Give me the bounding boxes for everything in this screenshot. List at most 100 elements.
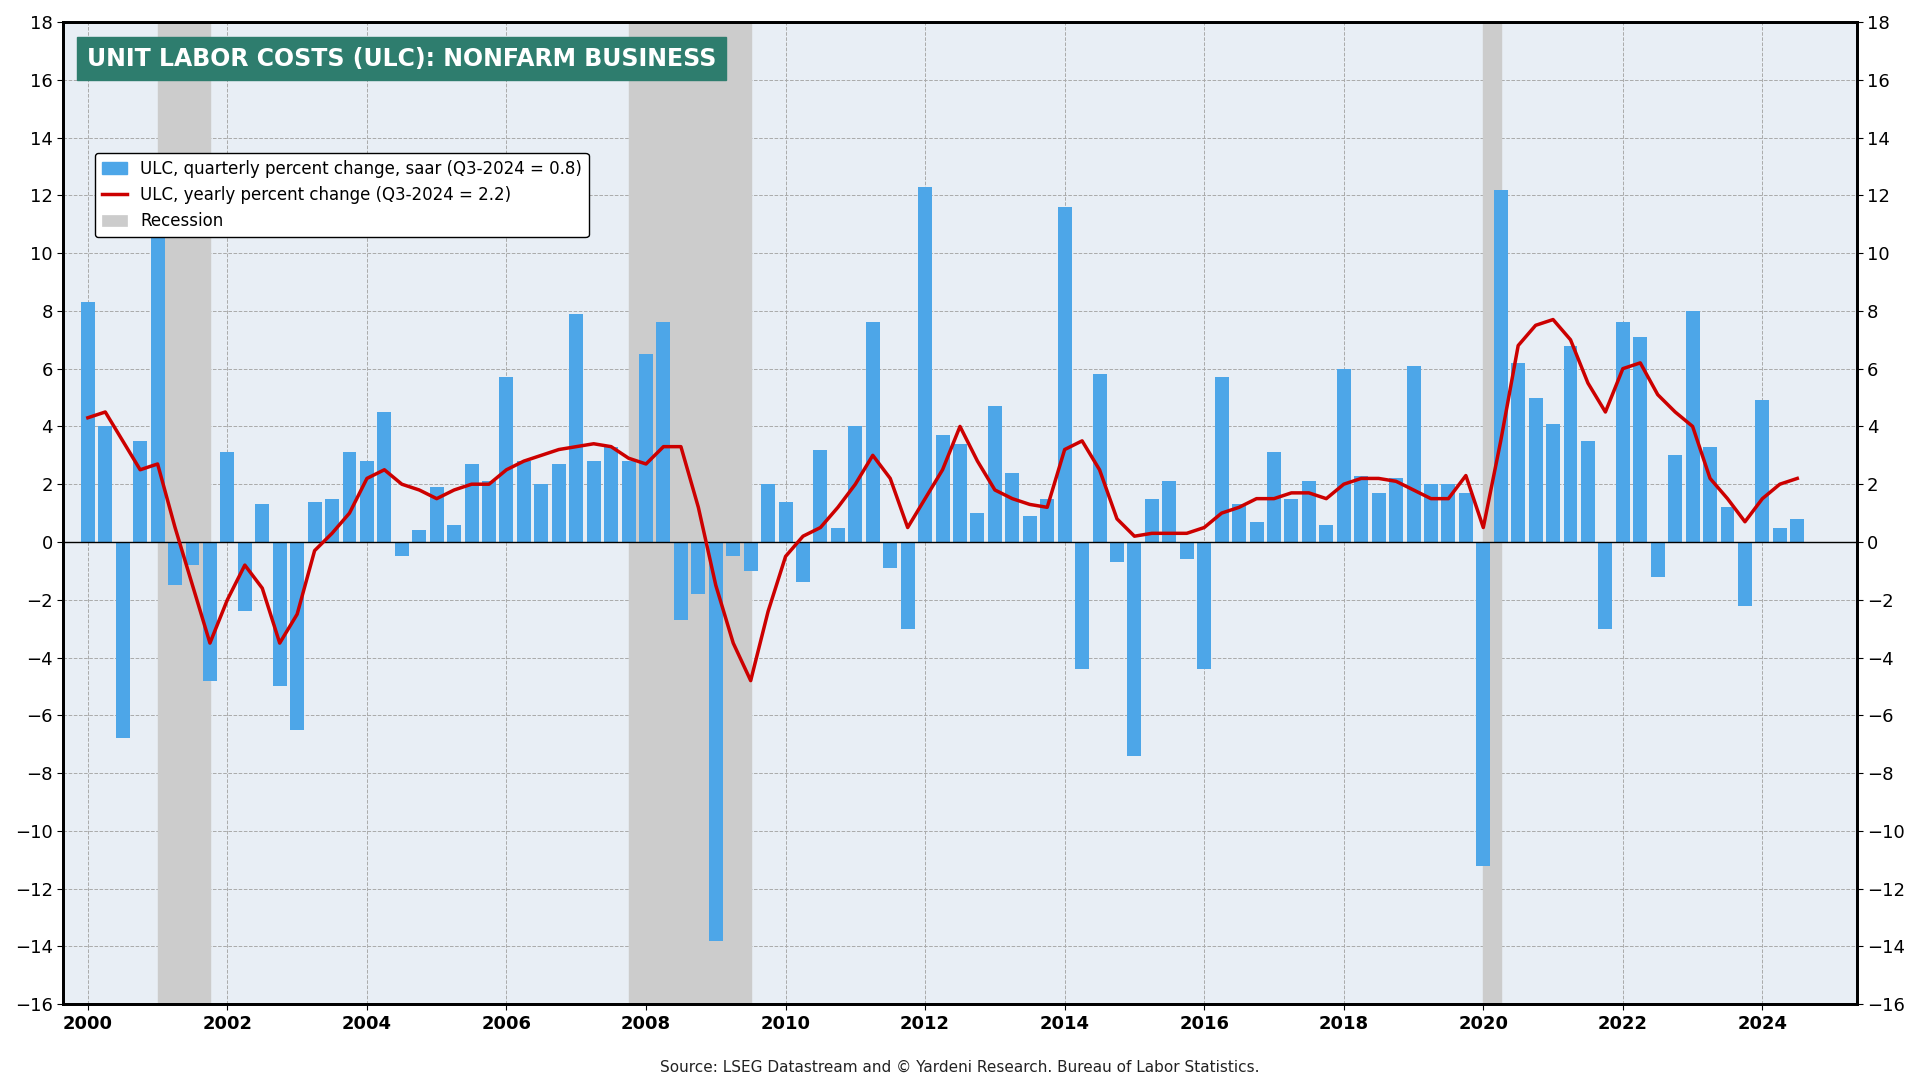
Bar (150, 207, 165, 542)
Bar (1546, 423, 1561, 542)
Bar (952, 444, 968, 542)
Bar (970, 513, 985, 542)
ULC, yearly percent change (Q3-2024 = 2.2) (1786, 472, 1809, 485)
Bar (1198, 542, 1212, 670)
Bar (1528, 397, 1542, 542)
Bar (814, 449, 828, 542)
Bar (221, 453, 234, 542)
Bar (1668, 456, 1682, 542)
Bar (1302, 482, 1315, 542)
Bar (81, 302, 94, 542)
Bar (273, 542, 286, 687)
Bar (98, 427, 111, 542)
Bar (396, 542, 409, 556)
Bar (1284, 499, 1298, 542)
Bar (1179, 542, 1194, 559)
Bar (1233, 504, 1246, 542)
Bar (849, 427, 862, 542)
Bar (935, 435, 950, 542)
Bar (1144, 499, 1160, 542)
Bar (1041, 499, 1054, 542)
Bar (1580, 441, 1596, 542)
Bar (1738, 542, 1751, 606)
Bar (1319, 525, 1332, 542)
Bar (157, 22, 209, 1004)
Bar (499, 377, 513, 542)
Bar (378, 411, 392, 542)
Bar (1484, 22, 1501, 1004)
ULC, yearly percent change (Q3-2024 = 2.2) (599, 441, 622, 454)
Bar (1772, 527, 1788, 542)
Bar (1006, 473, 1020, 542)
Bar (413, 530, 426, 542)
Bar (1127, 542, 1140, 756)
Text: Source: LSEG Datastream and © Yardeni Research. Bureau of Labor Statistics.: Source: LSEG Datastream and © Yardeni Re… (660, 1059, 1260, 1075)
Bar (132, 441, 148, 542)
Bar (883, 542, 897, 568)
Bar (1651, 542, 1665, 577)
Bar (605, 447, 618, 542)
ULC, yearly percent change (Q3-2024 = 2.2) (530, 449, 553, 462)
Bar (1703, 447, 1716, 542)
Bar (1617, 323, 1630, 542)
Bar (831, 527, 845, 542)
Bar (1407, 366, 1421, 542)
Bar (780, 501, 793, 542)
Bar (588, 461, 601, 542)
Bar (551, 464, 566, 542)
Bar (1267, 453, 1281, 542)
Bar (1563, 346, 1578, 542)
Bar (1425, 484, 1438, 542)
Bar (1459, 492, 1473, 542)
Bar (516, 461, 532, 542)
Bar (1092, 375, 1106, 542)
Bar (657, 323, 670, 542)
ULC, yearly percent change (Q3-2024 = 2.2) (1436, 492, 1459, 505)
Bar (1494, 190, 1507, 542)
Bar (1686, 311, 1699, 542)
Bar (1058, 207, 1071, 542)
Bar (708, 542, 722, 941)
Bar (1634, 337, 1647, 542)
Bar (1110, 542, 1123, 563)
Bar (639, 354, 653, 542)
Bar (1720, 508, 1734, 542)
Bar (1075, 542, 1089, 670)
ULC, yearly percent change (Q3-2024 = 2.2) (739, 674, 762, 687)
Bar (743, 542, 758, 571)
Bar (204, 542, 217, 680)
Bar (797, 542, 810, 582)
Bar (989, 406, 1002, 542)
Bar (1476, 542, 1490, 865)
Bar (726, 542, 741, 556)
Bar (1354, 475, 1369, 542)
Bar (186, 542, 200, 565)
Bar (1023, 516, 1037, 542)
Bar (307, 501, 321, 542)
Line: ULC, yearly percent change (Q3-2024 = 2.2): ULC, yearly percent change (Q3-2024 = 2.… (88, 320, 1797, 680)
Bar (760, 484, 776, 542)
ULC, yearly percent change (Q3-2024 = 2.2) (478, 477, 501, 490)
Bar (1215, 377, 1229, 542)
Legend: ULC, quarterly percent change, saar (Q3-2024 = 0.8), ULC, yearly percent change : ULC, quarterly percent change, saar (Q3-… (96, 153, 589, 238)
ULC, yearly percent change (Q3-2024 = 2.2) (77, 411, 100, 424)
Bar (1336, 368, 1352, 542)
Bar (238, 542, 252, 611)
Bar (534, 484, 549, 542)
Bar (447, 525, 461, 542)
Bar (169, 542, 182, 585)
Bar (465, 464, 478, 542)
Bar (568, 314, 584, 542)
Bar (1755, 401, 1770, 542)
Text: UNIT LABOR COSTS (ULC): NONFARM BUSINESS: UNIT LABOR COSTS (ULC): NONFARM BUSINESS (86, 46, 716, 70)
Bar (900, 542, 914, 629)
Bar (1371, 492, 1386, 542)
ULC, yearly percent change (Q3-2024 = 2.2) (1542, 313, 1565, 326)
Bar (622, 461, 636, 542)
Bar (1388, 478, 1404, 542)
Bar (866, 323, 879, 542)
Bar (1442, 484, 1455, 542)
Bar (430, 487, 444, 542)
Bar (324, 499, 340, 542)
Bar (1511, 363, 1524, 542)
